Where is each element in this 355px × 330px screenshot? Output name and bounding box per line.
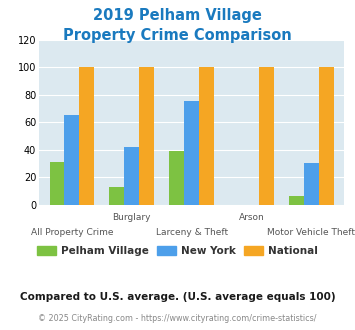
- Text: Larceny & Theft: Larceny & Theft: [155, 228, 228, 237]
- Bar: [50, 162, 65, 205]
- Text: Motor Vehicle Theft: Motor Vehicle Theft: [267, 228, 355, 237]
- Bar: [184, 102, 199, 205]
- Bar: [304, 163, 319, 205]
- Bar: [65, 115, 80, 205]
- Text: Property Crime Comparison: Property Crime Comparison: [63, 28, 292, 43]
- Text: Compared to U.S. average. (U.S. average equals 100): Compared to U.S. average. (U.S. average …: [20, 292, 335, 302]
- Bar: [139, 67, 154, 205]
- Text: 2019 Pelham Village: 2019 Pelham Village: [93, 8, 262, 23]
- Text: Arson: Arson: [239, 213, 264, 222]
- Text: © 2025 CityRating.com - https://www.cityrating.com/crime-statistics/: © 2025 CityRating.com - https://www.city…: [38, 314, 317, 323]
- Bar: [289, 196, 304, 205]
- Bar: [319, 67, 334, 205]
- Bar: [199, 67, 214, 205]
- Legend: Pelham Village, New York, National: Pelham Village, New York, National: [33, 242, 322, 260]
- Bar: [80, 67, 94, 205]
- Bar: [169, 151, 184, 205]
- Bar: [109, 187, 124, 205]
- Bar: [259, 67, 274, 205]
- Text: Burglary: Burglary: [113, 213, 151, 222]
- Bar: [124, 147, 139, 205]
- Text: All Property Crime: All Property Crime: [31, 228, 113, 237]
